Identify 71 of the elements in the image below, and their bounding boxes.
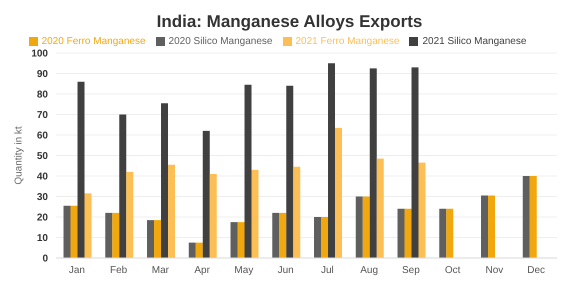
y-tick-label: 30: [36, 192, 48, 204]
y-tick-label: 70: [36, 110, 48, 122]
y-tick-label: 10: [36, 233, 48, 244]
legend-label: 2020 Ferro Manganese: [42, 36, 146, 47]
bar: [196, 242, 203, 258]
bar: [356, 196, 363, 258]
x-tick-label: Jun: [278, 265, 294, 276]
x-tick-label: Jul: [320, 265, 334, 276]
y-tick-label: 40: [36, 172, 48, 183]
chart-title: India: Manganese Alloys Exports: [156, 11, 424, 33]
bar: [105, 212, 112, 258]
y-tick-label: 20: [36, 212, 48, 224]
bar: [230, 222, 238, 258]
bar: [293, 166, 300, 258]
bar: [328, 63, 336, 258]
bar: [439, 208, 446, 258]
bar: [398, 208, 405, 258]
x-tick-label: Nov: [485, 265, 504, 276]
y-axis-title: Quantity in kt: [14, 126, 25, 185]
bar: [279, 212, 286, 258]
bar: [64, 206, 71, 258]
bar: [370, 68, 377, 258]
bar: [522, 176, 530, 258]
legend-label: 2021 Silico Manganese: [422, 36, 526, 47]
bar: [412, 67, 419, 258]
x-tick-label: Dec: [527, 265, 546, 276]
x-tick-label: Apr: [194, 265, 211, 276]
bar: [488, 195, 496, 258]
bar: [404, 208, 412, 258]
bar: [126, 172, 134, 258]
y-tick-label: 90: [36, 69, 48, 80]
y-tick-label: 0: [42, 254, 48, 265]
y-tick-label: 100: [31, 48, 48, 60]
legend-label: 2021 Ferro Manganese: [296, 36, 400, 47]
bar: [202, 130, 210, 258]
x-tick-label: Aug: [360, 265, 378, 276]
bar: [147, 220, 154, 258]
bar: [252, 170, 259, 258]
bar: [70, 206, 78, 258]
y-tick-label: 80: [36, 90, 48, 101]
x-tick-label: May: [234, 265, 254, 276]
y-tick-label: 50: [36, 151, 48, 162]
bar: [112, 212, 120, 258]
bar: [321, 217, 328, 258]
bar: [418, 162, 426, 258]
bar: [119, 114, 126, 258]
bar: [481, 195, 488, 258]
x-tick-label: Mar: [152, 265, 170, 276]
bar: [161, 103, 168, 258]
bar: [530, 176, 537, 258]
bar: [78, 82, 85, 258]
bar: [188, 242, 196, 258]
y-tick-label: 60: [36, 130, 48, 142]
bar: [168, 164, 176, 258]
bar: [362, 196, 370, 258]
bar: [244, 84, 252, 258]
bar: [238, 222, 245, 258]
x-tick-label: Oct: [444, 265, 461, 276]
bar: [286, 86, 294, 258]
bar: [84, 193, 92, 258]
bar: [210, 174, 217, 258]
x-tick-label: Sep: [402, 265, 420, 276]
x-tick-label: Jan: [68, 265, 85, 276]
bar: [154, 220, 162, 258]
bar: [314, 217, 322, 258]
bar: [335, 128, 342, 258]
bar: [446, 208, 454, 258]
x-tick-label: Feb: [110, 265, 128, 276]
legend-label: 2020 Silico Manganese: [168, 36, 272, 47]
bar: [376, 158, 384, 258]
bar: [272, 212, 280, 258]
